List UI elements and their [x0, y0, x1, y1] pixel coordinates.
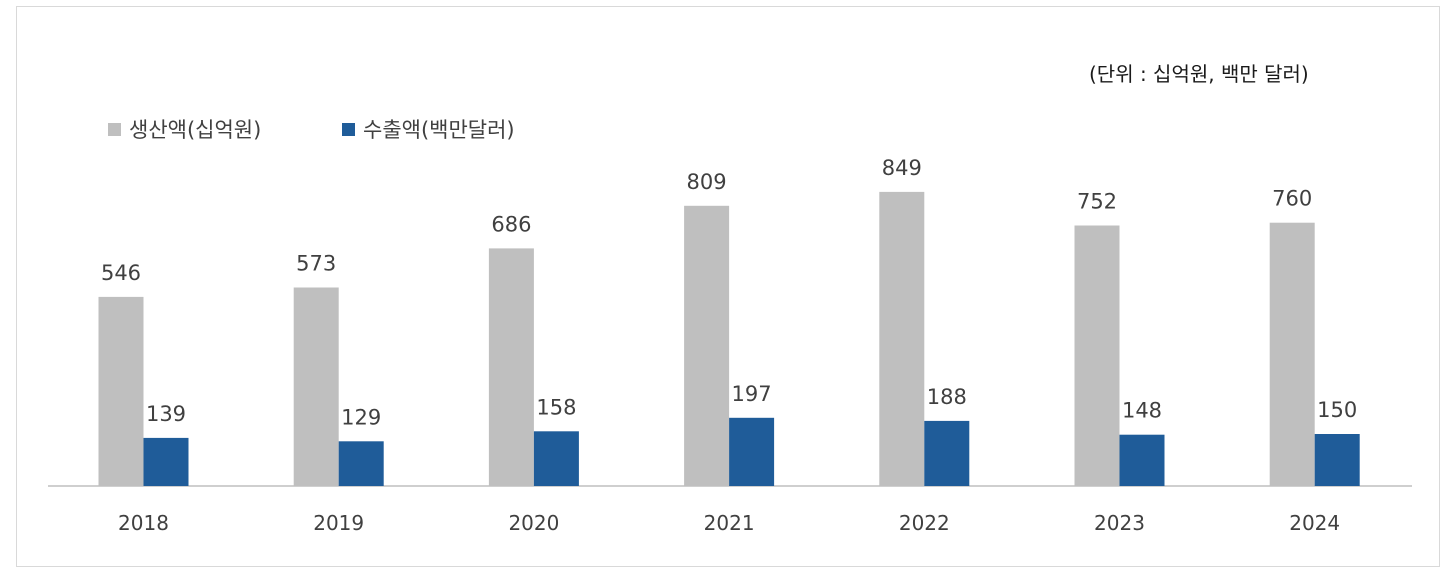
legend-label-production: 생산액(십억원): [129, 118, 262, 142]
data-label-export-2019: 129: [341, 405, 381, 429]
data-label-export-2022: 188: [927, 385, 967, 409]
data-label-production-2022: 849: [882, 156, 922, 180]
bar-production-2024: [1269, 222, 1315, 486]
legend-item-production: 생산액(십억원): [108, 114, 261, 144]
legend-label-export: 수출액(백만달러): [363, 118, 515, 142]
bar-export-2018: [143, 437, 189, 486]
bar-production-2021: [684, 205, 730, 487]
data-label-export-2018: 139: [146, 402, 186, 426]
x-tick-label-2019: 2019: [313, 511, 364, 535]
bar-export-2021: [729, 417, 775, 486]
data-label-export-2024: 150: [1317, 398, 1357, 422]
x-tick-label-2018: 2018: [118, 511, 169, 535]
data-label-production-2021: 809: [687, 170, 727, 194]
bar-export-2020: [533, 431, 579, 486]
bar-production-2020: [488, 248, 534, 486]
bar-production-2023: [1074, 225, 1120, 486]
bar-export-2023: [1119, 434, 1165, 486]
legend-item-export: 수출액(백만달러): [342, 114, 515, 144]
data-label-production-2024: 760: [1272, 187, 1312, 211]
data-label-export-2021: 197: [732, 382, 772, 406]
data-label-export-2020: 158: [536, 395, 576, 419]
x-tick-label-2020: 2020: [508, 511, 559, 535]
bar-export-2024: [1314, 434, 1360, 486]
x-tick-label-2023: 2023: [1094, 511, 1145, 535]
bar-export-2019: [338, 441, 384, 486]
bar-production-2019: [293, 287, 339, 486]
data-label-production-2018: 546: [101, 261, 141, 285]
data-label-production-2023: 752: [1077, 190, 1117, 214]
x-tick-label-2022: 2022: [899, 511, 950, 535]
data-label-production-2019: 573: [296, 252, 336, 276]
data-label-export-2023: 148: [1122, 399, 1162, 423]
bar-export-2022: [924, 420, 970, 486]
legend-swatch-production: [108, 122, 121, 136]
x-tick-label-2024: 2024: [1289, 511, 1340, 535]
bar-production-2018: [98, 296, 144, 486]
x-tick-label-2021: 2021: [704, 511, 755, 535]
unit-note: (단위 : 십억원, 백만 달러): [1089, 62, 1309, 86]
data-label-production-2020: 686: [491, 212, 531, 236]
bar-production-2022: [879, 191, 925, 486]
legend-swatch-export: [342, 122, 355, 136]
